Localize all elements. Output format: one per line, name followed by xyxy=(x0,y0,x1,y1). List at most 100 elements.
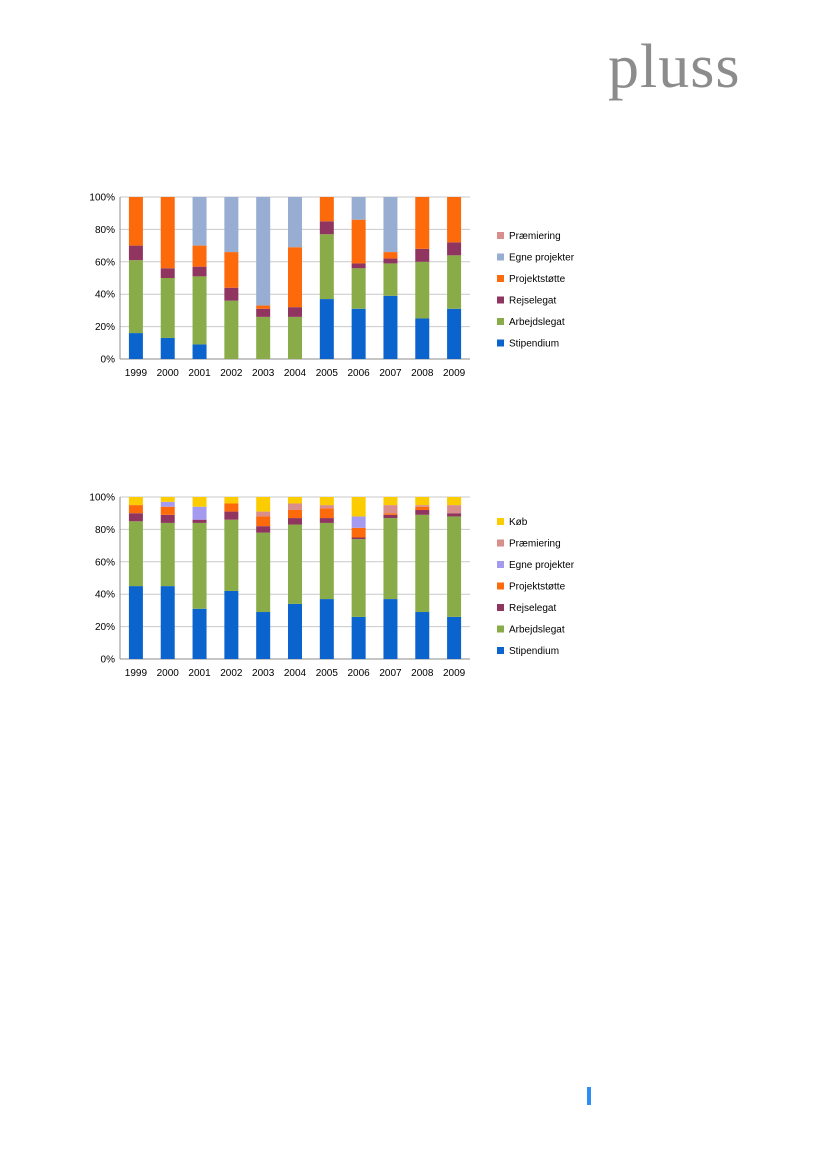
bar-rejselegat-2003 xyxy=(256,308,271,317)
bar-arbejdslegat-2001 xyxy=(192,522,207,609)
x-tick-label: 2008 xyxy=(411,368,434,379)
bar-stipendium-2000 xyxy=(160,586,175,659)
bar-praemiering-2004 xyxy=(288,503,302,510)
bar-praemiering-2003 xyxy=(256,511,271,517)
bar-projektstotte-2009 xyxy=(447,197,462,243)
legend-label-arbejdslegat: Arbejdslegat xyxy=(509,317,565,328)
bar-arbejdslegat-2007 xyxy=(383,518,398,600)
bar-egne-projekter-2003 xyxy=(256,197,271,306)
stacked-bar-chart-1: 0% 20% 40% 60% 80% 100% 1999 2000 2001 2002 2003 20… xyxy=(89,193,574,380)
bar-egne-projekter-2006 xyxy=(351,197,366,220)
legend-label-stipendium: Stipendium xyxy=(509,646,559,657)
y-tick-label: 60% xyxy=(95,257,115,268)
bar-stipendium-1999 xyxy=(128,333,143,359)
page-marker xyxy=(587,1087,591,1105)
bar-rejselegat-2008 xyxy=(415,248,430,262)
bar-egne-projekter-2001 xyxy=(192,197,207,246)
bar-arbejdslegat-2000 xyxy=(160,522,175,587)
x-tick-label: 2000 xyxy=(157,368,180,379)
legend-label-praemiering: Præmiering xyxy=(509,539,561,550)
pluss-logo: pluss xyxy=(608,33,741,101)
bar-stipendium-2004 xyxy=(288,603,302,659)
bar-projektstotte-2007 xyxy=(383,513,398,515)
bar-rejselegat-2003 xyxy=(256,526,271,533)
bar-egne-projekter-2006 xyxy=(351,516,366,528)
bar-kob-2002 xyxy=(224,497,239,504)
bar-stipendium-2001 xyxy=(192,608,207,659)
bar-kob-2000 xyxy=(160,497,175,502)
bar-projektstotte-2003 xyxy=(256,305,271,309)
legend-label-egne-projekter: Egne projekter xyxy=(509,560,575,571)
bar-arbejdslegat-2009 xyxy=(447,255,462,309)
legend-label-stipendium: Stipendium xyxy=(509,339,559,350)
bar-projektstotte-2002 xyxy=(224,252,239,288)
bar-egne-projekter-2001 xyxy=(192,506,207,520)
x-tick-label: 2009 xyxy=(443,668,466,679)
legend-swatch-kob xyxy=(497,518,504,525)
bar-arbejdslegat-2002 xyxy=(224,300,239,359)
x-tick-label: 2007 xyxy=(379,668,402,679)
stacked-bar-chart-2: 0% 20% 40% 60% 80% 100% 1999 2000 2001 2002 2003 20… xyxy=(89,493,575,680)
x-tick-label: 2006 xyxy=(348,368,371,379)
bar-stipendium-2007 xyxy=(383,599,398,659)
legend-swatch-praemiering xyxy=(497,539,504,547)
bar-stipendium-2008 xyxy=(415,612,430,659)
legend-swatch-rejselegat xyxy=(497,296,504,304)
legend-swatch-arbejdslegat xyxy=(497,625,504,633)
bar-praemiering-2008 xyxy=(415,505,430,507)
bar-egne-projekter-2002 xyxy=(224,197,239,253)
bar-projektstotte-2008 xyxy=(415,197,430,249)
bar-stipendium-2003 xyxy=(256,612,271,659)
bar-arbejdslegat-2002 xyxy=(224,519,239,591)
y-tick-label: 80% xyxy=(95,525,115,536)
bar-stipendium-2005 xyxy=(319,299,334,359)
bar-projektstotte-2007 xyxy=(383,252,398,259)
bar-arbejdslegat-2004 xyxy=(288,524,302,604)
bar-stipendium-2005 xyxy=(319,599,334,659)
bar-arbejdslegat-2006 xyxy=(351,539,366,617)
y-tick-label: 100% xyxy=(89,193,115,204)
bar-arbejdslegat-2003 xyxy=(256,316,271,359)
bar-projektstotte-2008 xyxy=(415,506,430,510)
legend-swatch-praemiering xyxy=(497,232,504,239)
x-tick-label: 2007 xyxy=(379,368,402,379)
bar-kob-2008 xyxy=(415,497,430,506)
x-tick-label: 2002 xyxy=(220,368,243,379)
bar-arbejdslegat-2003 xyxy=(256,532,271,613)
bar-projektstotte-2003 xyxy=(256,516,271,527)
legend-swatch-stipendium xyxy=(497,647,504,654)
x-tick-label: 2001 xyxy=(188,368,211,379)
x-tick-label: 2008 xyxy=(411,668,434,679)
chart-grants-by-year-1: 0% 20% 40% 60% 80% 100% 1999 2000 2001 2002 2003 20… xyxy=(80,186,580,386)
bar-arbejdslegat-2008 xyxy=(415,514,430,613)
bar-arbejdslegat-2008 xyxy=(415,261,430,319)
legend-swatch-stipendium xyxy=(497,339,504,347)
bar-arbejdslegat-2004 xyxy=(288,316,302,359)
bar-rejselegat-1999 xyxy=(128,245,143,261)
bar-stipendium-2008 xyxy=(415,318,430,359)
x-tick-label: 2003 xyxy=(252,368,275,379)
y-tick-label: 40% xyxy=(95,590,115,601)
y-tick-label: 80% xyxy=(95,225,115,236)
bar-rejselegat-2008 xyxy=(415,509,430,515)
bar-projektstotte-2005 xyxy=(319,508,334,519)
y-tick-label: 20% xyxy=(95,322,115,333)
x-tick-label: 2004 xyxy=(284,368,307,379)
bar-rejselegat-2002 xyxy=(224,287,239,301)
bar-rejselegat-2005 xyxy=(319,518,334,523)
bar-rejselegat-2001 xyxy=(192,266,207,277)
bar-stipendium-2007 xyxy=(383,295,398,359)
bar-stipendium-2000 xyxy=(160,337,175,359)
bar-egne-projekter-2007 xyxy=(383,197,398,253)
bar-rejselegat-1999 xyxy=(128,513,143,522)
legend-swatch-arbejdslegat xyxy=(497,318,504,325)
legend-label-projektstotte: Projektstøtte xyxy=(509,582,566,593)
bar-rejselegat-2002 xyxy=(224,511,239,520)
bar-rejselegat-2000 xyxy=(160,268,175,278)
bar-arbejdslegat-2005 xyxy=(319,234,334,300)
legend-label-arbejdslegat: Arbejdslegat xyxy=(509,625,565,636)
x-tick-label: 2004 xyxy=(284,668,307,679)
bar-arbejdslegat-2005 xyxy=(319,522,334,600)
bar-kob-2005 xyxy=(319,497,334,506)
bar-rejselegat-2004 xyxy=(288,307,302,317)
